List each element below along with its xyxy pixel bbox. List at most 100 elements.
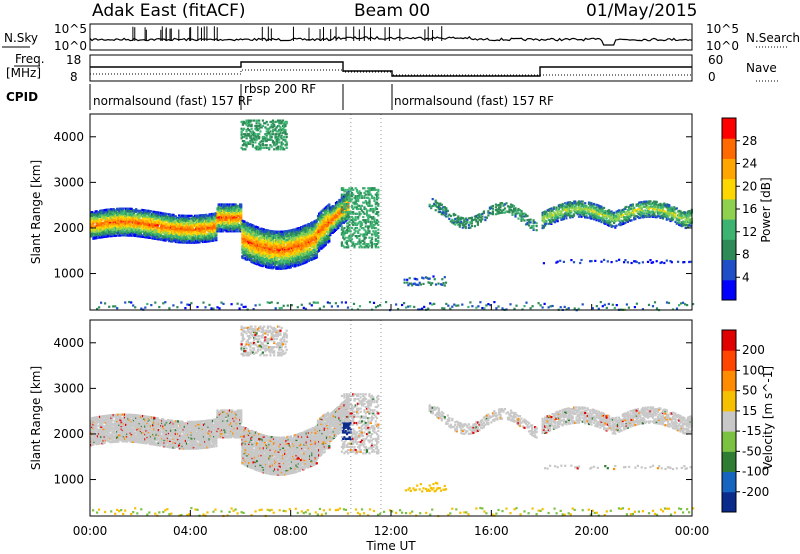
echo-cell bbox=[91, 226, 94, 229]
echo-cell bbox=[175, 230, 178, 233]
echo-cell bbox=[354, 223, 357, 227]
echo-cell bbox=[228, 227, 231, 230]
echo-cell bbox=[360, 223, 364, 227]
echo-cell bbox=[173, 229, 176, 232]
echo-cell bbox=[280, 142, 283, 145]
echo-cell bbox=[170, 214, 173, 217]
echo-cell bbox=[357, 217, 360, 220]
echo-cell bbox=[101, 222, 104, 225]
echo-cell bbox=[202, 239, 206, 242]
echo-cell bbox=[240, 204, 243, 207]
echo-cell bbox=[276, 119, 280, 122]
echo-cell bbox=[270, 120, 273, 123]
echo-cell bbox=[127, 221, 130, 224]
echo-cell bbox=[174, 226, 177, 229]
echo-cell bbox=[269, 120, 272, 123]
echo-cell bbox=[201, 228, 204, 231]
echo-cell bbox=[240, 206, 243, 209]
echo-cell bbox=[368, 188, 371, 191]
echo-cell bbox=[248, 254, 251, 257]
echo-cell bbox=[349, 219, 352, 222]
echo-cell bbox=[255, 146, 258, 149]
echo-cell bbox=[322, 225, 325, 228]
echo-cell bbox=[319, 217, 322, 221]
echo-cell bbox=[262, 232, 265, 235]
echo-cell bbox=[243, 133, 246, 136]
echo-cell bbox=[138, 222, 141, 225]
echo-cell bbox=[287, 248, 290, 252]
echo-cell bbox=[95, 224, 98, 227]
echo-cell bbox=[283, 232, 286, 236]
echo-cell bbox=[357, 191, 360, 195]
echo-cell bbox=[100, 219, 103, 222]
echo-cell bbox=[117, 217, 120, 221]
echo-cell bbox=[253, 237, 256, 241]
echo-cell bbox=[327, 233, 330, 236]
echo-cell bbox=[240, 225, 243, 228]
echo-cell bbox=[363, 246, 366, 249]
echo-cell bbox=[217, 207, 220, 210]
echo-cell bbox=[349, 195, 352, 198]
echo-cell bbox=[214, 230, 217, 233]
echo-cell bbox=[253, 245, 256, 248]
echo-cell bbox=[287, 250, 290, 253]
echo-cell bbox=[90, 235, 93, 238]
echo-cell bbox=[372, 217, 375, 220]
echo-cell bbox=[370, 225, 374, 228]
echo-cell bbox=[274, 264, 277, 268]
echo-cell bbox=[99, 216, 102, 219]
echo-cell bbox=[227, 230, 230, 233]
echo-cell bbox=[368, 204, 371, 207]
echo-cell bbox=[118, 211, 121, 214]
echo-cell bbox=[345, 215, 349, 219]
echo-cell bbox=[275, 238, 278, 241]
echo-cell bbox=[114, 234, 117, 237]
echo-cell bbox=[217, 221, 220, 224]
echo-cell bbox=[149, 210, 152, 213]
echo-cell bbox=[130, 220, 133, 223]
echo-cell bbox=[330, 222, 333, 225]
echo-cell bbox=[154, 228, 157, 231]
echo-cell bbox=[333, 208, 336, 211]
echo-cell bbox=[340, 188, 343, 191]
echo-cell bbox=[174, 231, 177, 235]
echo-cell bbox=[187, 227, 190, 230]
echo-cell bbox=[349, 211, 352, 214]
echo-cell bbox=[176, 219, 180, 222]
echo-cell bbox=[353, 228, 356, 231]
echo-cell bbox=[144, 224, 147, 227]
echo-cell bbox=[144, 213, 147, 216]
echo-cell bbox=[226, 203, 229, 206]
echo-cell bbox=[260, 140, 263, 143]
echo-cell bbox=[268, 232, 271, 235]
echo-cell bbox=[232, 213, 235, 216]
echo-cell bbox=[127, 225, 130, 228]
echo-cell bbox=[113, 220, 116, 223]
echo-cell bbox=[157, 217, 160, 221]
echo-cell bbox=[213, 236, 216, 239]
echo-cell bbox=[348, 235, 351, 238]
echo-cell bbox=[165, 229, 168, 232]
echo-cell bbox=[334, 203, 338, 206]
echo-cell bbox=[236, 217, 239, 220]
echo-cell bbox=[205, 240, 208, 243]
echo-cell bbox=[334, 212, 338, 215]
echo-cell bbox=[319, 216, 322, 219]
echo-cell bbox=[284, 120, 287, 123]
echo-cell bbox=[261, 135, 264, 139]
echo-cell bbox=[283, 258, 286, 261]
echo-cell bbox=[330, 206, 333, 209]
echo-cell bbox=[154, 222, 157, 225]
echo-cell bbox=[111, 211, 114, 215]
echo-cell bbox=[347, 209, 350, 212]
echo-cell bbox=[325, 210, 329, 213]
echo-cell bbox=[367, 246, 370, 249]
echo-cell bbox=[268, 243, 271, 246]
echo-cell bbox=[271, 255, 274, 258]
echo-cell bbox=[180, 224, 183, 227]
echo-cell bbox=[104, 228, 107, 231]
echo-cell bbox=[228, 216, 231, 219]
echo-cell bbox=[245, 130, 248, 133]
echo-cell bbox=[130, 214, 133, 217]
echo-cell bbox=[285, 133, 288, 136]
